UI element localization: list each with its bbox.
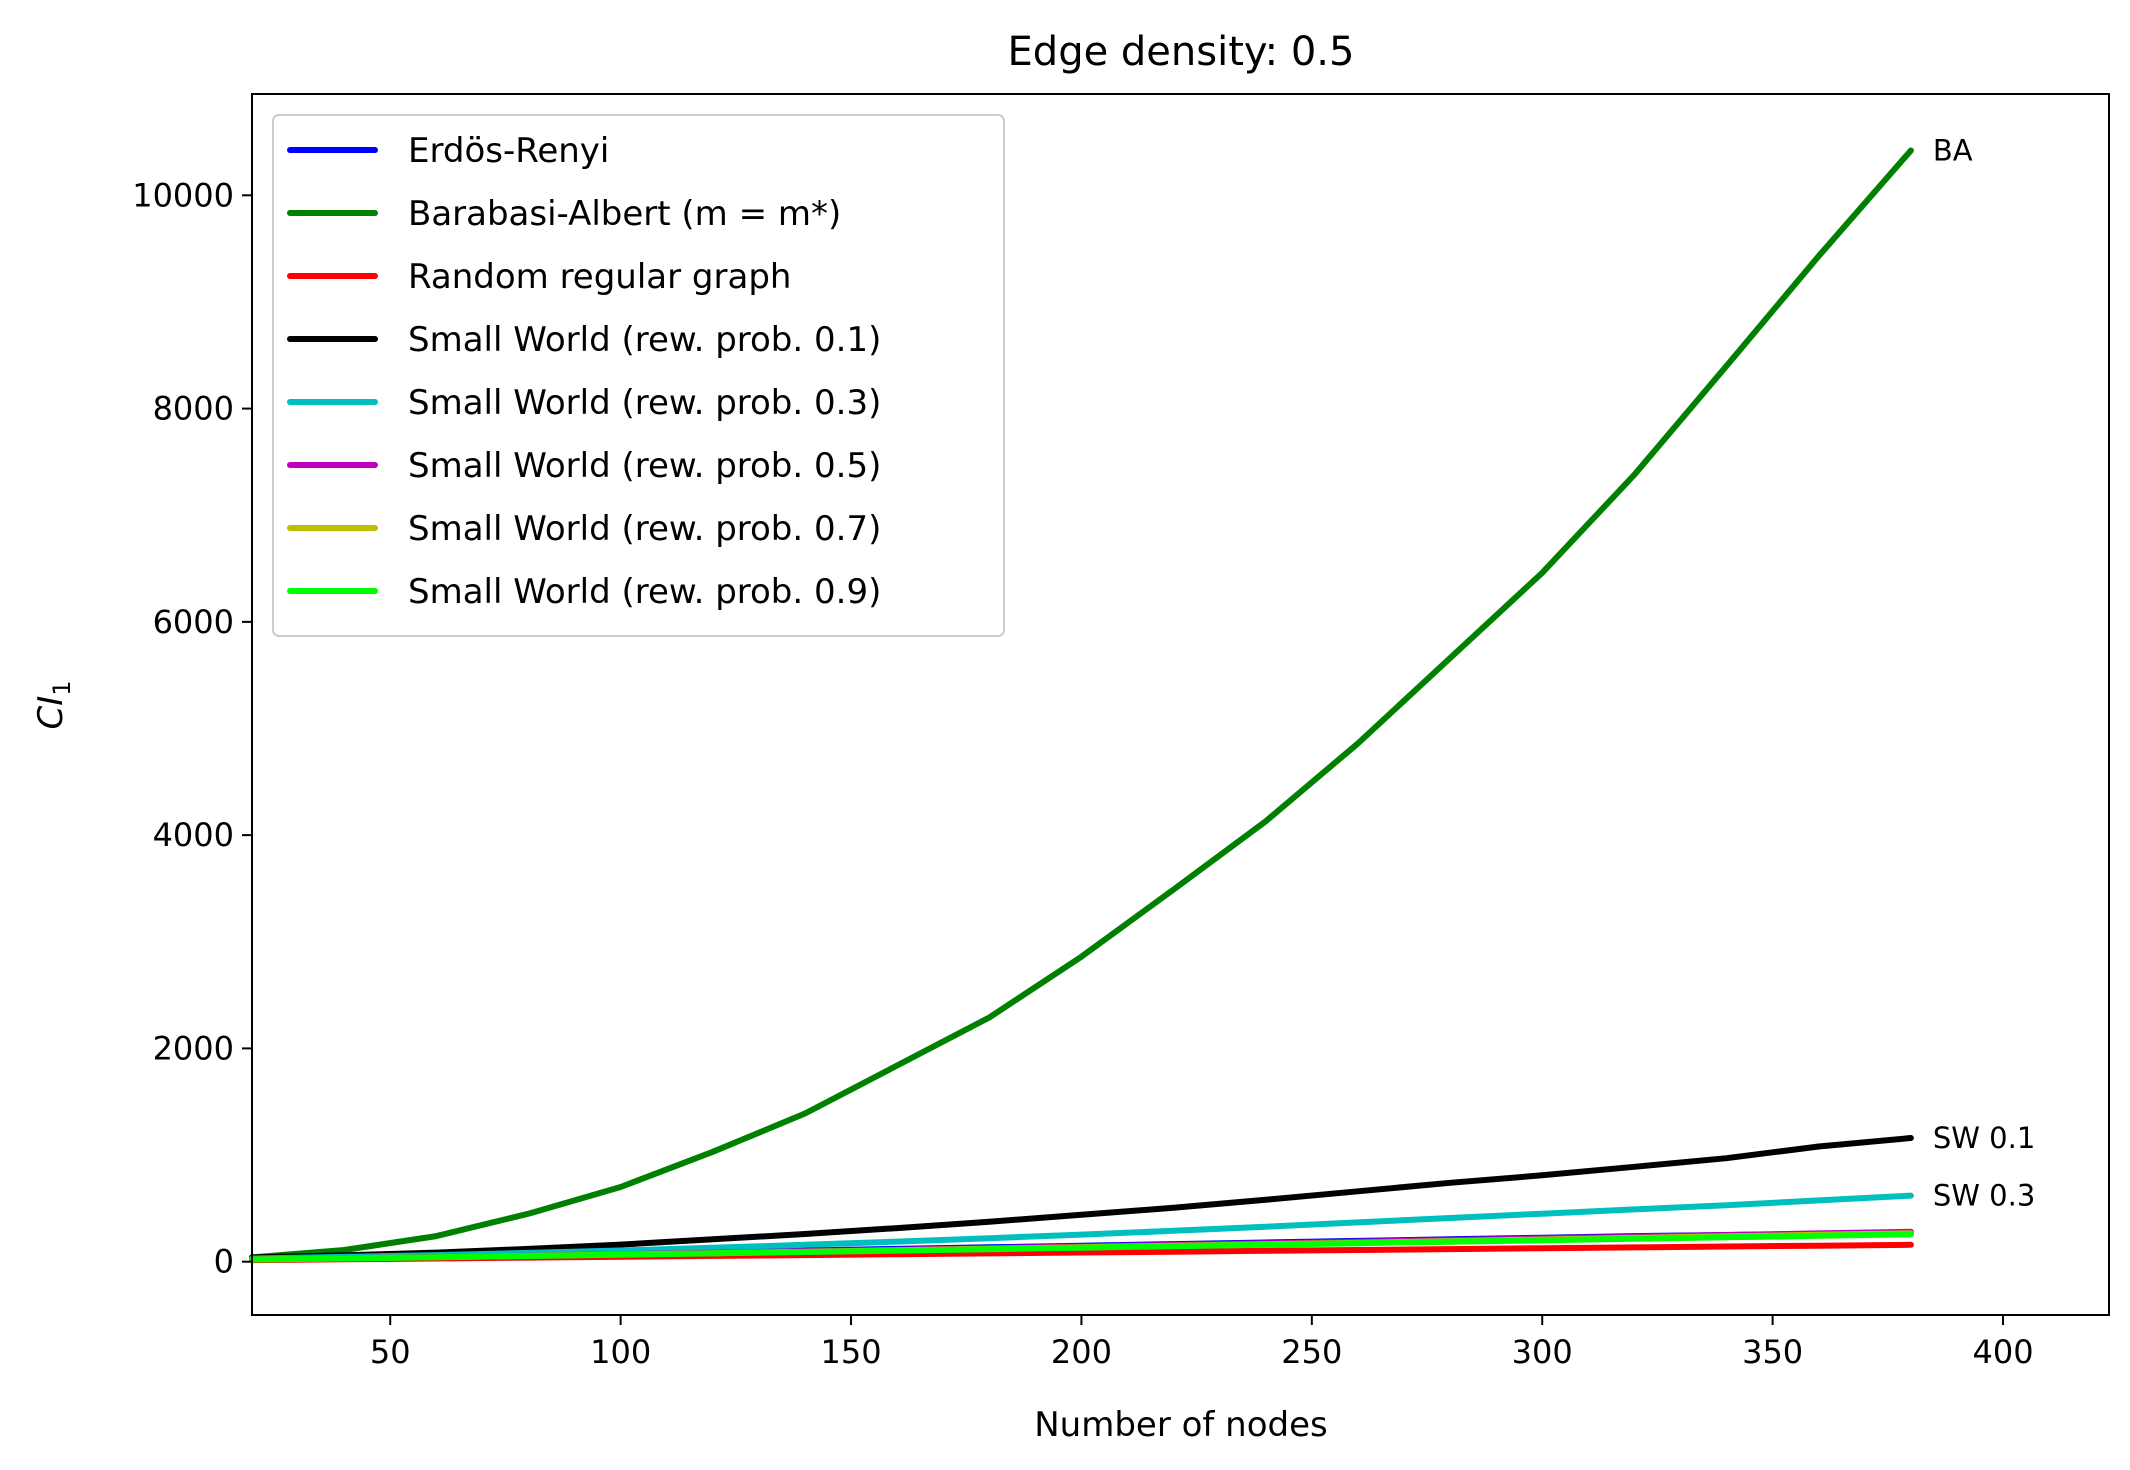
legend-frame [272, 114, 1005, 637]
legend-label-6: Small World (rew. prob. 0.7) [408, 509, 881, 549]
y-tick-label: 0 [214, 1243, 234, 1281]
chart-title: Edge density: 0.5 [1008, 29, 1355, 75]
legend-label-3: Small World (rew. prob. 0.1) [408, 320, 881, 360]
annotation-2: SW 0.3 [1933, 1179, 2035, 1213]
y-tick-label: 10000 [132, 176, 234, 214]
x-tick-label: 50 [370, 1333, 411, 1371]
legend-label-1: Barabasi-Albert (m = m*) [408, 194, 841, 234]
y-axis-label-main: CI [31, 696, 71, 730]
x-tick-label: 350 [1742, 1333, 1803, 1371]
legend-label-7: Small World (rew. prob. 0.9) [408, 572, 881, 612]
legend-label-2: Random regular graph [408, 257, 791, 297]
legend-label-0: Erdös-Renyi [408, 131, 609, 171]
x-axis-label: Number of nodes [1034, 1405, 1328, 1445]
x-axis: 50 100 150 200 250 300 350 400 [370, 1315, 2034, 1371]
x-tick-label: 250 [1281, 1333, 1342, 1371]
series-line-3 [249, 1135, 1914, 1261]
y-axis-label-subscript: 1 [48, 680, 76, 695]
legend-label-5: Small World (rew. prob. 0.5) [408, 446, 881, 486]
series-line-7 [249, 1231, 1914, 1263]
series-line-1 [249, 147, 1914, 1261]
x-tick-label: 150 [820, 1333, 881, 1371]
x-tick-label: 300 [1512, 1333, 1573, 1371]
series-layer [249, 147, 1914, 1264]
y-tick-label: 2000 [153, 1029, 234, 1067]
y-axis-label: CI1 [31, 680, 76, 729]
x-tick-label: 200 [1051, 1333, 1112, 1371]
legend: Erdös-Renyi Barabasi-Albert (m = m*) Rando… [272, 114, 1005, 637]
x-tick-label: 400 [1972, 1333, 2033, 1371]
y-axis: 0 2000 4000 6000 8000 10000 [132, 176, 252, 1281]
y-tick-label: 8000 [153, 390, 234, 428]
y-tick-label: 6000 [153, 603, 234, 641]
annotation-1: SW 0.1 [1933, 1121, 2035, 1155]
x-tick-label: 100 [590, 1333, 651, 1371]
y-tick-label: 4000 [153, 816, 234, 854]
annotation-layer: BA SW 0.1 SW 0.3 [1933, 134, 2035, 1213]
plot-frame [251, 93, 2110, 1316]
annotation-0: BA [1933, 134, 1973, 168]
legend-label-4: Small World (rew. prob. 0.3) [408, 383, 881, 423]
